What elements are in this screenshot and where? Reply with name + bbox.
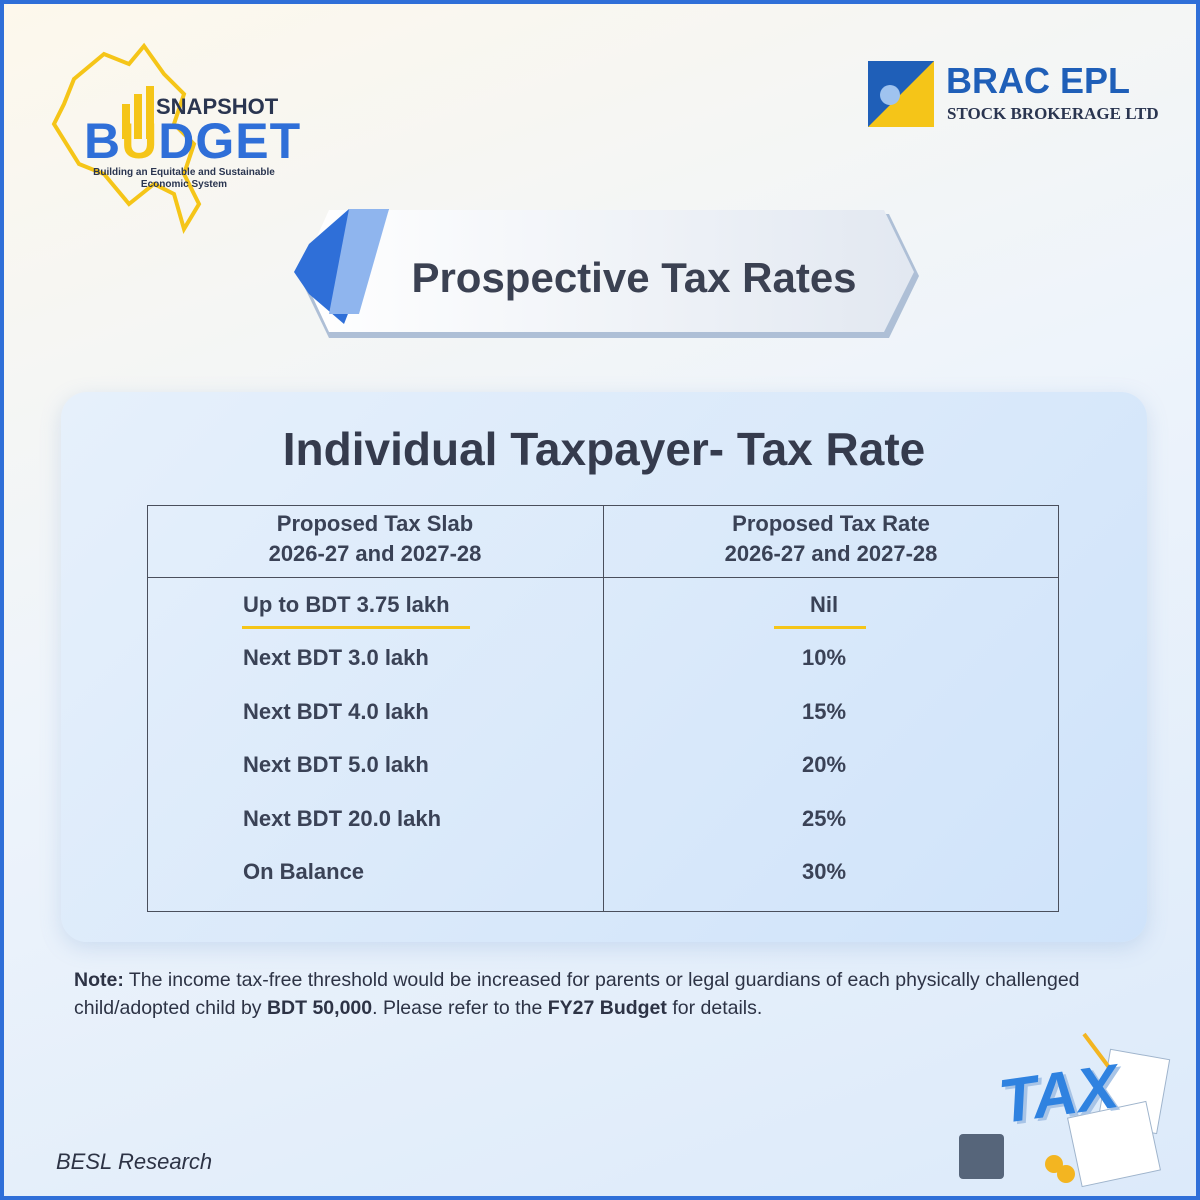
- table-header: Proposed Tax Slab 2026-27 and 2027-28: [147, 509, 603, 569]
- header-line: Proposed Tax Rate: [732, 511, 930, 536]
- card-title: Individual Taxpayer- Tax Rate: [282, 423, 926, 475]
- table-cell: 30%: [801, 859, 847, 884]
- note-text: The income tax-free threshold would be i…: [74, 969, 1080, 1019]
- column-rule: [603, 505, 604, 912]
- table-cell: Next BDT 20.0 lakh: [243, 805, 442, 831]
- logo-tagline: Building an Equitable and Sustainable Eco…: [84, 167, 284, 191]
- table-cell: Next BDT 5.0 lakh: [243, 752, 429, 778]
- logo-map: [51, 42, 202, 234]
- logo-word: DGET: [158, 113, 302, 169]
- header-line: 2026-27 and 2027-28: [724, 541, 938, 566]
- brand-name: BRAC EPL: [946, 60, 1131, 101]
- table-cell: Nil: [809, 592, 839, 617]
- header-line: Proposed Tax Slab: [276, 511, 474, 536]
- logo-accent: U: [121, 113, 159, 169]
- note-text: for details.: [666, 997, 763, 1019]
- table-cell: On Balance: [243, 859, 365, 884]
- header-line: 2026-27 and 2027-28: [268, 541, 482, 566]
- brand-subtitle: STOCK BROKERAGE LTD: [947, 104, 1159, 123]
- logo-word: BUDGET: [84, 112, 301, 170]
- highlight-underline: [242, 626, 470, 629]
- table-header: Proposed Tax Rate 2026-27 and 2027-28: [603, 509, 1059, 569]
- note-text: . Please refer to the: [372, 997, 548, 1019]
- table-cell: Next BDT 3.0 lakh: [243, 645, 429, 671]
- table-cell: 20%: [801, 752, 847, 778]
- banner-shape: [294, 209, 919, 338]
- table-cell: Up to BDT 3.75 lakh: [243, 592, 450, 617]
- bar-icon: [122, 104, 130, 139]
- table-cell: Next BDT 4.0 lakh: [243, 698, 429, 724]
- tagline-line: Economic System: [140, 179, 228, 190]
- banner-title: Prospective Tax Rates: [411, 254, 857, 301]
- tagline-line: Building an Equitable and Sustainable: [93, 167, 275, 178]
- tax-illustration: [959, 1032, 1171, 1188]
- logo-top: SNAPSHOT: [156, 94, 279, 119]
- note-emphasis: FY27 Budget: [547, 997, 667, 1019]
- map-outline: [51, 42, 202, 234]
- card: [61, 392, 1147, 942]
- brand-icon: [868, 61, 934, 127]
- table-cell: 15%: [801, 698, 847, 724]
- note-label: Note:: [74, 969, 124, 991]
- footer-source: BESL Research: [56, 1149, 213, 1174]
- bar-icon: [146, 86, 154, 139]
- highlight-underline: [774, 626, 866, 629]
- bar-icon: [134, 94, 142, 139]
- table-cell: 25%: [801, 805, 847, 831]
- logo-word: B: [84, 113, 122, 169]
- note-emphasis: BDT 50,000: [266, 997, 373, 1019]
- table-cell: 10%: [801, 645, 847, 671]
- note: Note: The income tax-free threshold woul…: [74, 966, 1154, 1022]
